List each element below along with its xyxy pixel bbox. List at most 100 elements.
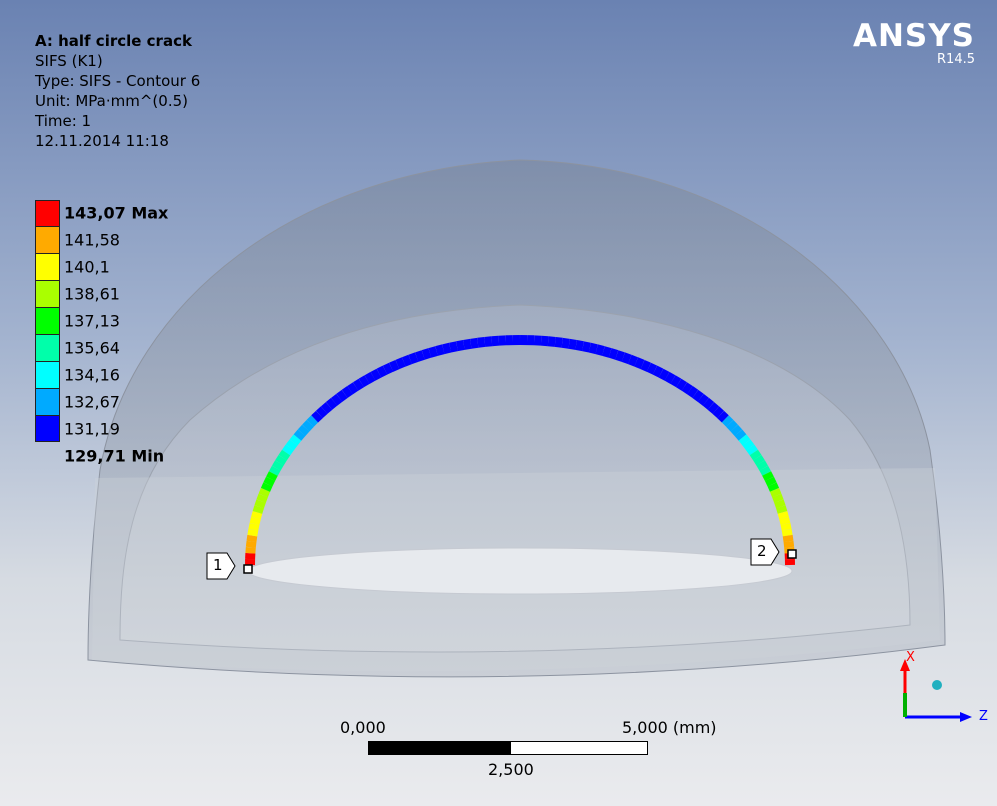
crack-front-segment	[621, 352, 632, 365]
crack-front-segment	[707, 402, 720, 414]
crack-front-segment	[275, 454, 287, 466]
crack-front-segment	[712, 406, 724, 419]
probe-2-anchor	[787, 549, 797, 559]
crack-front-segment	[252, 505, 264, 514]
crack-front-segment	[782, 534, 794, 543]
crack-front-segment	[491, 335, 500, 347]
crack-front-segment	[341, 386, 353, 399]
scale-bar-black-segment	[368, 741, 510, 755]
crack-front-segment	[249, 517, 261, 526]
legend-swatch	[35, 415, 60, 442]
legend-tick-label: 138,61	[64, 284, 120, 304]
crack-front-segment	[428, 346, 438, 358]
crack-front-segment	[776, 505, 788, 514]
crack-front-segment	[245, 540, 257, 548]
probe-label-1[interactable]: 1	[206, 552, 236, 580]
crack-front-segment	[759, 465, 772, 476]
crack-front-segment	[779, 517, 791, 526]
crack-front-segment	[640, 359, 651, 372]
legend-swatch	[35, 361, 60, 388]
crack-front-segment	[336, 389, 348, 402]
crack-front-segment	[670, 375, 682, 388]
crack-front-segment	[777, 511, 789, 520]
crack-front-segment	[408, 352, 419, 365]
crack-front-segment	[628, 354, 639, 367]
crack-front-segment	[293, 429, 306, 441]
crack-front-segment	[764, 476, 777, 487]
result-type: Type: SIFS - Contour 6	[35, 72, 201, 90]
crack-front-segment	[702, 397, 715, 410]
crack-front-segment	[664, 371, 676, 384]
crack-front-segment	[320, 402, 333, 414]
legend-swatch	[35, 334, 60, 361]
probe-tag-shape	[206, 552, 236, 580]
result-name: SIFS (K1)	[35, 52, 103, 70]
crack-front-segment	[258, 488, 271, 498]
result-time: Time: 1	[35, 112, 92, 130]
crack-front-segment	[297, 424, 310, 437]
crack-front-segment	[547, 336, 556, 347]
legend-swatch	[35, 280, 60, 307]
triad-x-label: X	[906, 650, 915, 665]
scale-end-label: 5,000 (mm)	[622, 718, 717, 737]
crack-front-segment	[463, 338, 472, 350]
probe-label-2[interactable]: 2	[750, 538, 780, 566]
crack-front-segment	[774, 499, 786, 509]
crack-front-segment	[726, 419, 738, 432]
crack-front[interactable]	[245, 335, 795, 566]
crack-front-segment	[311, 410, 323, 423]
crack-front-segment	[652, 365, 664, 378]
result-unit: Unit: MPa·mm^(0.5)	[35, 92, 188, 110]
probe-number: 2	[757, 542, 767, 560]
crack-front-segment	[282, 444, 294, 456]
crack-front-segment	[266, 471, 278, 482]
legend-swatch	[35, 307, 60, 334]
crack-front-segment	[588, 342, 598, 355]
legend-swatch	[35, 253, 60, 280]
legend-max-label: 143,07 Max	[64, 203, 169, 223]
scale-start-label: 0,000	[340, 718, 386, 737]
crack-front-segment	[681, 382, 693, 395]
crack-front-segment	[687, 386, 699, 399]
crack-front-segment	[358, 375, 370, 388]
crack-front-segment	[246, 534, 258, 543]
crack-front-segment	[780, 522, 792, 531]
triad-axes-icon	[900, 659, 972, 722]
legend-swatch	[35, 388, 60, 415]
crack-front-segment	[247, 528, 259, 537]
legend-tick-label: 134,16	[64, 365, 120, 385]
probe-1-anchor	[243, 564, 253, 574]
coordinate-triad[interactable]: X Z	[880, 645, 990, 735]
crack-front-segment	[692, 389, 704, 402]
legend-swatch	[35, 226, 60, 253]
crack-front-segment	[302, 419, 314, 432]
crack-front-segment	[615, 350, 625, 362]
crack-front-segment	[352, 378, 364, 391]
crack-front-segment	[268, 465, 281, 476]
crack-front-segment	[568, 338, 577, 350]
crack-front-segment	[721, 415, 734, 427]
legend-tick-label: 140,1	[64, 257, 110, 277]
ansys-logo: ANSYS R14.5	[853, 20, 975, 68]
probe-tag-shape	[750, 538, 780, 566]
crack-front-segment	[734, 429, 747, 441]
crack-front-segment	[581, 341, 591, 353]
legend-min-label: 129,71 Min	[64, 446, 165, 466]
result-date: 12.11.2014 11:18	[35, 132, 169, 150]
crack-front-segment	[484, 336, 493, 347]
crack-front-segment	[470, 337, 479, 349]
legend-tick-label: 131,19	[64, 419, 120, 439]
crack-front-segment	[746, 444, 758, 456]
crack-front-segment	[697, 393, 709, 406]
crack-front-segment	[769, 488, 782, 498]
crack-front-segment	[389, 359, 400, 372]
crack-front-segment	[256, 493, 268, 503]
crack-front-segment	[595, 344, 605, 356]
crack-front-segment	[783, 540, 795, 548]
crack-front-segment	[646, 362, 658, 375]
crack-front-segment	[370, 368, 382, 381]
probe-number: 1	[213, 556, 223, 574]
crack-front-segment	[658, 368, 670, 381]
